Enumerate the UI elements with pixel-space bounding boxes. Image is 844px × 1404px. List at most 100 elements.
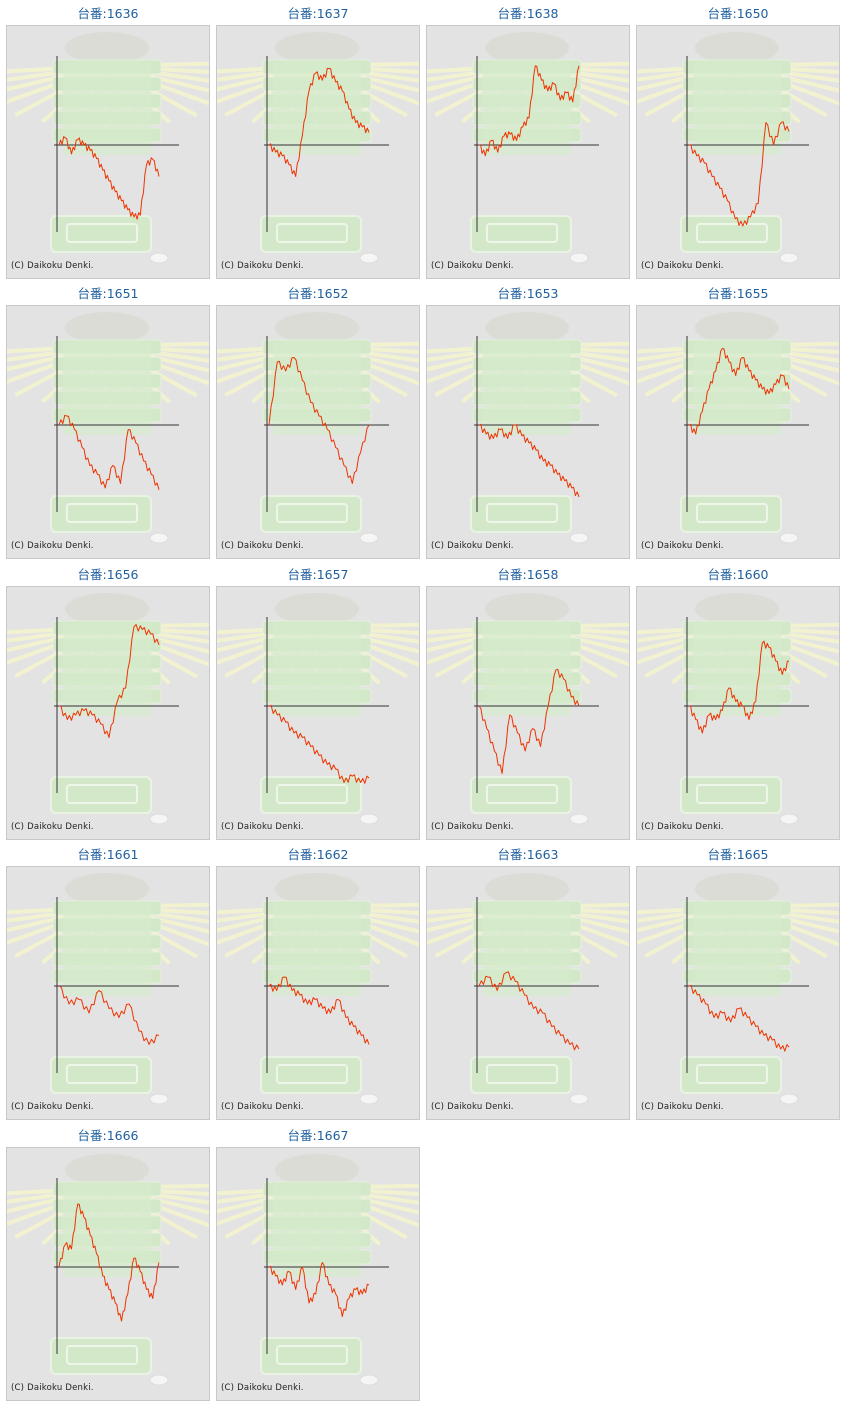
copyright-text: (C) Daikoku Denki. [641, 822, 724, 832]
chart-panel: 台番:1653 (C) Daikoku Denki. [426, 282, 630, 562]
background-coin [569, 813, 589, 825]
background-box-stack [52, 900, 162, 996]
chart-frame: (C) Daikoku Denki. [636, 25, 840, 279]
chart-svg [637, 312, 839, 544]
chart-title[interactable]: 台番:1660 [707, 567, 769, 582]
chart-svg [427, 32, 629, 264]
chart-frame: (C) Daikoku Denki. [6, 1147, 210, 1401]
chart-frame: (C) Daikoku Denki. [6, 305, 210, 559]
chart-panel: 台番:1662 (C) Daikoku Denki. [216, 843, 420, 1123]
chart-frame: (C) Daikoku Denki. [636, 305, 840, 559]
data-series-line [268, 704, 370, 784]
background-coin [779, 252, 799, 264]
chart-frame: (C) Daikoku Denki. [6, 586, 210, 840]
copyright-text: (C) Daikoku Denki. [221, 1102, 304, 1112]
chart-svg [637, 32, 839, 264]
chart-panel: 台番:1658 (C) Daikoku Denki. [426, 563, 630, 843]
background-dome [695, 593, 779, 625]
chart-svg [637, 593, 839, 825]
chart-frame: (C) Daikoku Denki. [426, 586, 630, 840]
background-coin [569, 1093, 589, 1105]
copyright-text: (C) Daikoku Denki. [641, 1102, 724, 1112]
chart-title[interactable]: 台番:1655 [707, 286, 769, 301]
chart-title[interactable]: 台番:1666 [77, 1128, 139, 1143]
background-dome [65, 873, 149, 905]
chart-frame: (C) Daikoku Denki. [426, 25, 630, 279]
data-series-line [478, 971, 580, 1051]
background-box-stack [52, 339, 162, 435]
chart-panel: 台番:1661 (C) Daikoku Denki. [6, 843, 210, 1123]
chart-svg [7, 593, 209, 825]
chart-panel: 台番:1650 (C) Daikoku Denki. [636, 2, 840, 282]
background-box-stack [682, 620, 792, 716]
data-series-line [58, 624, 160, 738]
chart-panel: 台番:1657 (C) Daikoku Denki. [216, 563, 420, 843]
background-coin [149, 813, 169, 825]
chart-panel: 台番:1655 (C) Daikoku Denki. [636, 282, 840, 562]
chart-svg [7, 873, 209, 1105]
copyright-text: (C) Daikoku Denki. [11, 261, 94, 271]
chart-title[interactable]: 台番:1661 [77, 847, 139, 862]
background-dome [695, 32, 779, 64]
background-box-stack [472, 620, 582, 716]
chart-title[interactable]: 台番:1651 [77, 286, 139, 301]
chart-svg [7, 32, 209, 264]
chart-title[interactable]: 台番:1636 [77, 6, 139, 21]
chart-title[interactable]: 台番:1656 [77, 567, 139, 582]
background-dome [275, 312, 359, 344]
background-coin [569, 252, 589, 264]
background-dome [65, 593, 149, 625]
copyright-text: (C) Daikoku Denki. [431, 822, 514, 832]
chart-title[interactable]: 台番:1653 [497, 286, 559, 301]
data-series-line [268, 357, 370, 484]
data-series-line [688, 984, 790, 1052]
background-coin [149, 1093, 169, 1105]
background-box-stack [472, 900, 582, 996]
chart-title[interactable]: 台番:1662 [287, 847, 349, 862]
copyright-text: (C) Daikoku Denki. [431, 1102, 514, 1112]
copyright-text: (C) Daikoku Denki. [11, 541, 94, 551]
chart-title[interactable]: 台番:1650 [707, 6, 769, 21]
background-box-stack [262, 1181, 372, 1277]
copyright-text: (C) Daikoku Denki. [431, 541, 514, 551]
chart-title[interactable]: 台番:1665 [707, 847, 769, 862]
background-dome [485, 873, 569, 905]
background-coin [779, 1093, 799, 1105]
background-dome [275, 873, 359, 905]
background-coin [359, 1093, 379, 1105]
chart-panel: 台番:1660 (C) Daikoku Denki. [636, 563, 840, 843]
background-coin [149, 1374, 169, 1386]
background-box-stack [262, 59, 372, 155]
data-series-line [688, 121, 790, 227]
chart-title[interactable]: 台番:1663 [497, 847, 559, 862]
chart-svg [217, 1154, 419, 1386]
chart-frame: (C) Daikoku Denki. [216, 586, 420, 840]
data-series-line [478, 65, 580, 157]
chart-title[interactable]: 台番:1638 [497, 6, 559, 21]
data-series-line [58, 1203, 160, 1322]
chart-svg [637, 873, 839, 1105]
chart-title[interactable]: 台番:1657 [287, 567, 349, 582]
copyright-text: (C) Daikoku Denki. [11, 1102, 94, 1112]
copyright-text: (C) Daikoku Denki. [431, 261, 514, 271]
chart-svg [7, 1154, 209, 1386]
background-box-stack [682, 900, 792, 996]
background-dome [65, 32, 149, 64]
chart-frame: (C) Daikoku Denki. [426, 305, 630, 559]
background-dome [65, 1154, 149, 1186]
background-coin [359, 252, 379, 264]
chart-title[interactable]: 台番:1667 [287, 1128, 349, 1143]
chart-frame: (C) Daikoku Denki. [216, 1147, 420, 1401]
copyright-text: (C) Daikoku Denki. [221, 261, 304, 271]
copyright-text: (C) Daikoku Denki. [641, 541, 724, 551]
chart-frame: (C) Daikoku Denki. [6, 25, 210, 279]
background-dome [275, 32, 359, 64]
background-coin [569, 532, 589, 544]
background-box-stack [262, 339, 372, 435]
chart-title[interactable]: 台番:1637 [287, 6, 349, 21]
chart-title[interactable]: 台番:1658 [497, 567, 559, 582]
chart-title[interactable]: 台番:1652 [287, 286, 349, 301]
data-series-line [688, 640, 790, 734]
chart-panel: 台番:1651 (C) Daikoku Denki. [6, 282, 210, 562]
background-box-stack [682, 59, 792, 155]
